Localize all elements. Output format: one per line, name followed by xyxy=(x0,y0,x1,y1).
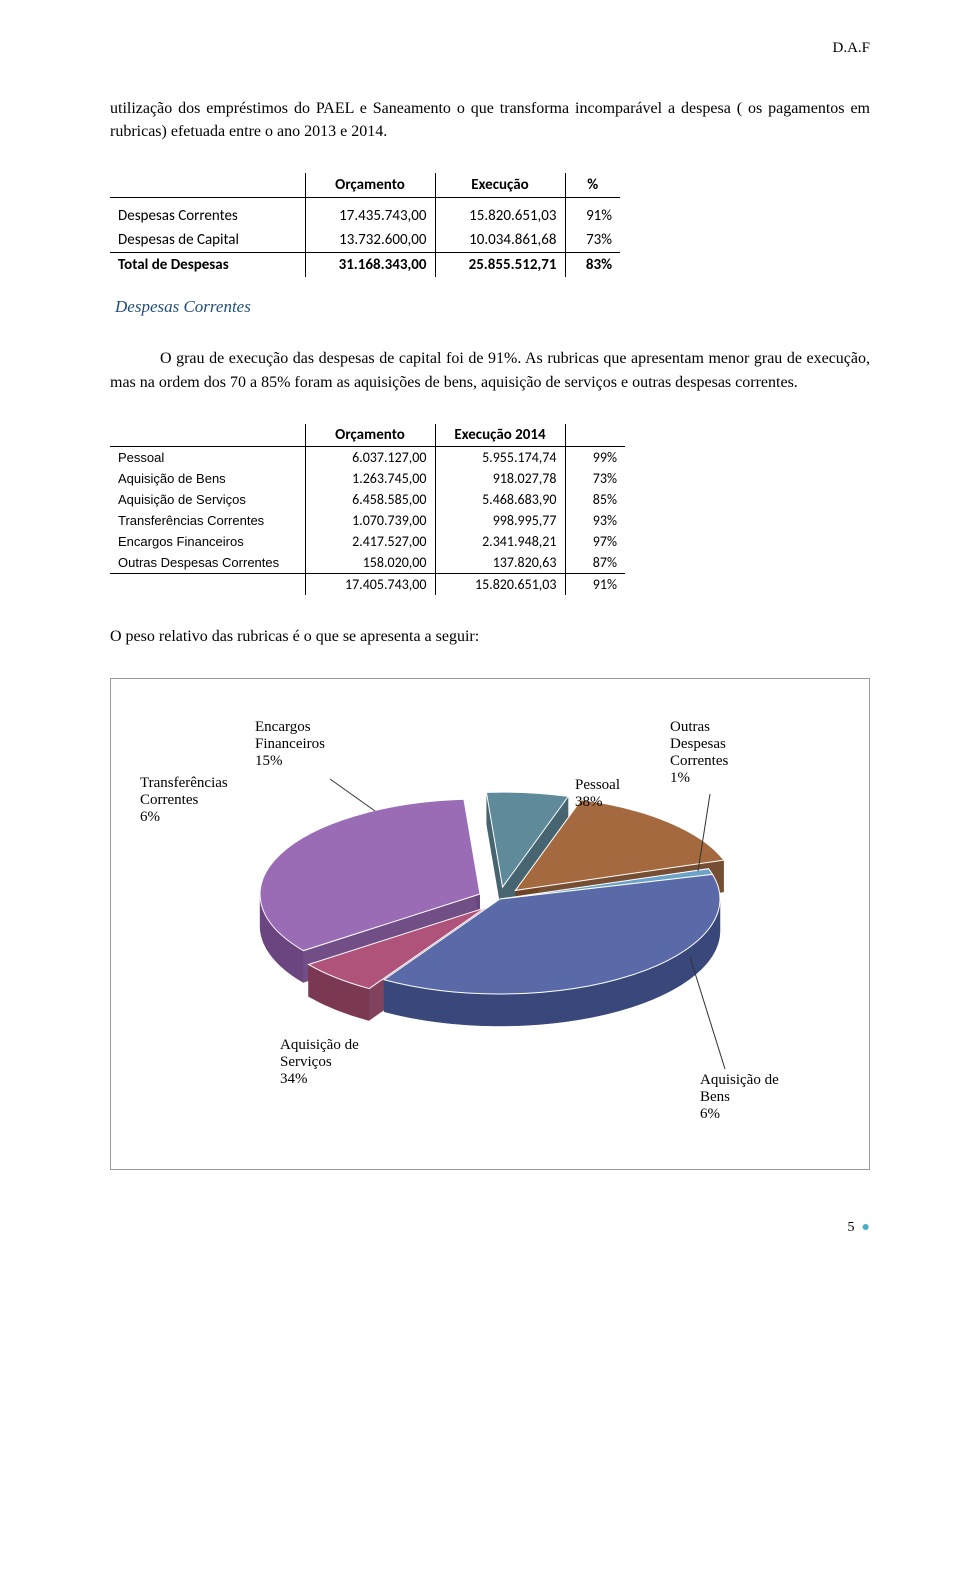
page-header-right: D.A.F xyxy=(110,40,870,57)
table-row-label: Despesas Correntes xyxy=(110,204,305,228)
footer-dot-icon: ● xyxy=(858,1220,870,1235)
table-row-label xyxy=(110,573,305,595)
col-pct: % xyxy=(565,173,620,198)
col-orcamento-2: Orçamento xyxy=(305,424,435,447)
table-cell: 99% xyxy=(565,446,625,468)
svg-text:Pessoal: Pessoal xyxy=(575,777,620,793)
table-cell: 87% xyxy=(565,552,625,574)
paragraph-2: O grau de execução das despesas de capit… xyxy=(110,347,870,393)
svg-text:15%: 15% xyxy=(255,753,283,769)
table-cell: 15.820.651,03 xyxy=(435,204,565,228)
svg-text:Encargos: Encargos xyxy=(255,719,311,735)
svg-text:Transferências: Transferências xyxy=(140,775,228,791)
svg-text:Correntes: Correntes xyxy=(670,753,728,769)
table-cell: 6.458.585,00 xyxy=(305,489,435,510)
pie-chart-container: Pessoal38%Aquisição deBens6%Aquisição de… xyxy=(110,678,870,1170)
paragraph-1: utilização dos empréstimos do PAEL e San… xyxy=(110,97,870,143)
table-row-label: Despesas de Capital xyxy=(110,228,305,253)
svg-text:34%: 34% xyxy=(280,1071,308,1087)
col-orcamento: Orçamento xyxy=(305,173,435,198)
paragraph-3: O peso relativo das rubricas é o que se … xyxy=(110,625,870,648)
table-row-label: Pessoal xyxy=(110,446,305,468)
svg-text:Financeiros: Financeiros xyxy=(255,736,325,752)
table-despesas-summary: Orçamento Execução % Despesas Correntes1… xyxy=(110,173,620,277)
table-row-label: Aquisição de Serviços xyxy=(110,489,305,510)
table-row-label: Aquisição de Bens xyxy=(110,468,305,489)
col-execucao: Execução xyxy=(435,173,565,198)
page-number: 5 xyxy=(848,1220,855,1235)
table-cell: 6.037.127,00 xyxy=(305,446,435,468)
table-cell: 91% xyxy=(565,573,625,595)
table-cell: 97% xyxy=(565,531,625,552)
table-cell: 83% xyxy=(565,253,620,278)
svg-text:Aquisição de: Aquisição de xyxy=(280,1037,359,1053)
table-cell: 17.435.743,00 xyxy=(305,204,435,228)
svg-text:Serviços: Serviços xyxy=(280,1054,332,1070)
svg-text:38%: 38% xyxy=(575,794,603,810)
svg-text:6%: 6% xyxy=(700,1106,720,1122)
table-cell: 73% xyxy=(565,228,620,253)
table-cell: 15.820.651,03 xyxy=(435,573,565,595)
table-cell: 998.995,77 xyxy=(435,510,565,531)
table-row-label: Outras Despesas Correntes xyxy=(110,552,305,574)
table-cell: 13.732.600,00 xyxy=(305,228,435,253)
page-footer: 5 ● xyxy=(110,1220,870,1236)
table-cell: 5.468.683,90 xyxy=(435,489,565,510)
svg-text:Correntes: Correntes xyxy=(140,792,198,808)
pie-chart: Pessoal38%Aquisição deBens6%Aquisição de… xyxy=(130,689,850,1149)
table-cell: 10.034.861,68 xyxy=(435,228,565,253)
table-cell: 31.168.343,00 xyxy=(305,253,435,278)
table-cell: 85% xyxy=(565,489,625,510)
table-row-label: Encargos Financeiros xyxy=(110,531,305,552)
table-cell: 25.855.512,71 xyxy=(435,253,565,278)
table-cell: 137.820,63 xyxy=(435,552,565,574)
table-cell: 1.070.739,00 xyxy=(305,510,435,531)
svg-text:6%: 6% xyxy=(140,809,160,825)
svg-text:Despesas: Despesas xyxy=(670,736,726,752)
section-label-despesas-correntes: Despesas Correntes xyxy=(115,297,870,317)
svg-text:Outras: Outras xyxy=(670,719,710,735)
table-cell: 918.027,78 xyxy=(435,468,565,489)
table-cell: 73% xyxy=(565,468,625,489)
table-cell: 17.405.743,00 xyxy=(305,573,435,595)
table-cell: 93% xyxy=(565,510,625,531)
table-row-label: Total de Despesas xyxy=(110,253,305,278)
svg-text:Bens: Bens xyxy=(700,1089,730,1105)
table-cell: 5.955.174,74 xyxy=(435,446,565,468)
table-row-label: Transferências Correntes xyxy=(110,510,305,531)
table-despesas-detail: Orçamento Execução 2014 Pessoal6.037.127… xyxy=(110,424,625,595)
table-cell: 2.341.948,21 xyxy=(435,531,565,552)
table-cell: 2.417.527,00 xyxy=(305,531,435,552)
table-cell: 158.020,00 xyxy=(305,552,435,574)
svg-text:Aquisição de: Aquisição de xyxy=(700,1072,779,1088)
table-cell: 1.263.745,00 xyxy=(305,468,435,489)
col-execucao-2: Execução 2014 xyxy=(435,424,565,447)
svg-text:1%: 1% xyxy=(670,770,690,786)
table-cell: 91% xyxy=(565,204,620,228)
